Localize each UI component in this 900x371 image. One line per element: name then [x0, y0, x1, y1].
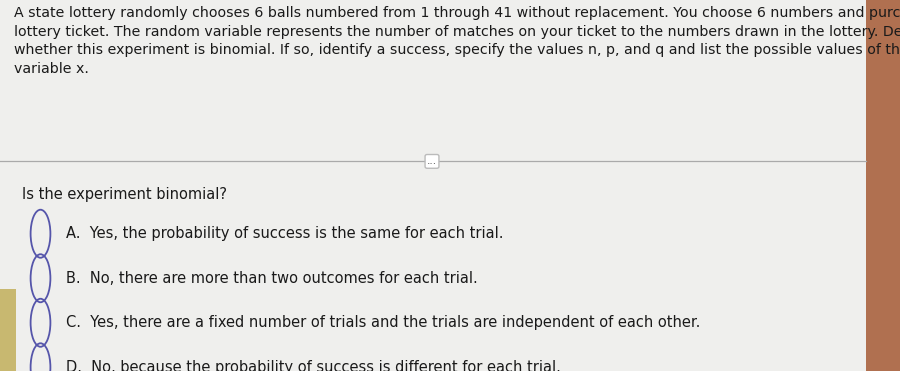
Text: C.  Yes, there are a fixed number of trials and the trials are independent of ea: C. Yes, there are a fixed number of tria…: [66, 315, 700, 330]
Text: D.  No, because the probability of success is different for each trial.: D. No, because the probability of succes…: [66, 360, 561, 371]
Text: B.  No, there are more than two outcomes for each trial.: B. No, there are more than two outcomes …: [66, 271, 477, 286]
Text: A state lottery randomly chooses 6 balls numbered from 1 through 41 without repl: A state lottery randomly chooses 6 balls…: [14, 6, 900, 76]
Bar: [0, 289, 16, 371]
Text: ...: ...: [427, 157, 437, 166]
Bar: [866, 0, 900, 371]
Text: Is the experiment binomial?: Is the experiment binomial?: [22, 187, 228, 202]
Text: A.  Yes, the probability of success is the same for each trial.: A. Yes, the probability of success is th…: [66, 226, 503, 241]
